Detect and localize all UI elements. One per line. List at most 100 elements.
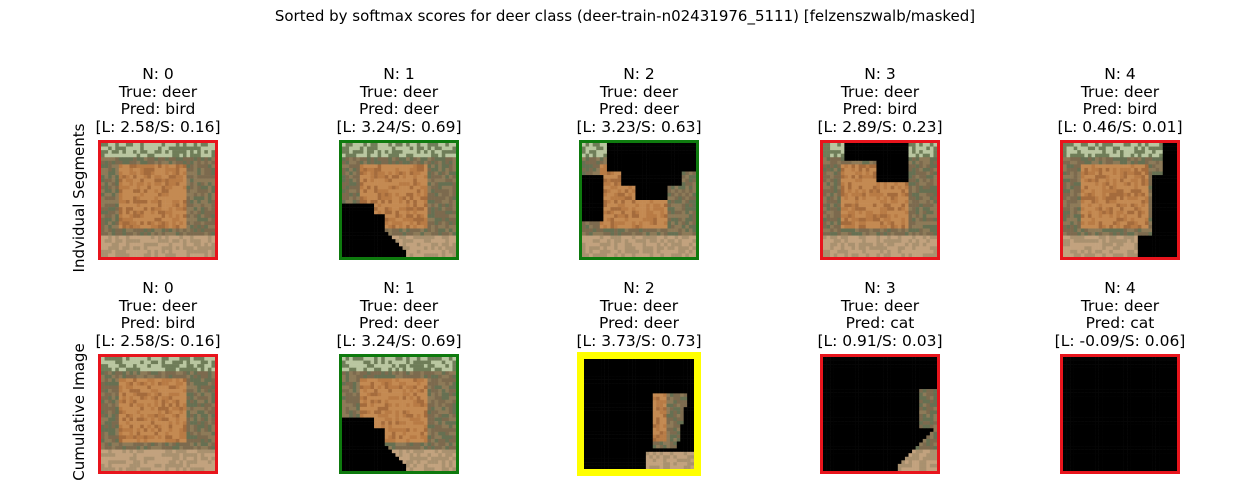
pixel bbox=[840, 146, 845, 151]
pixel bbox=[1127, 200, 1131, 204]
pixel bbox=[1152, 150, 1156, 154]
pixel bbox=[122, 217, 127, 222]
pixel bbox=[423, 171, 428, 176]
pixel bbox=[190, 235, 194, 240]
pixel bbox=[596, 175, 601, 179]
pixel bbox=[890, 196, 895, 201]
pixel bbox=[391, 228, 396, 233]
pixel bbox=[692, 214, 696, 219]
pixel bbox=[399, 175, 403, 179]
pixel bbox=[413, 242, 418, 247]
pixel bbox=[840, 185, 845, 190]
pixel bbox=[642, 235, 647, 240]
pixel bbox=[133, 239, 137, 244]
pixel bbox=[862, 143, 867, 147]
pixel bbox=[639, 210, 643, 215]
pixel bbox=[922, 242, 927, 247]
pixel bbox=[370, 210, 375, 215]
pixel bbox=[118, 228, 123, 233]
pixel bbox=[646, 221, 650, 226]
pixel bbox=[585, 217, 590, 222]
pixel bbox=[1063, 160, 1067, 165]
pixel bbox=[880, 207, 884, 211]
pixel bbox=[111, 189, 116, 194]
pixel bbox=[685, 160, 690, 165]
pixel bbox=[585, 228, 590, 233]
pixel bbox=[869, 214, 874, 219]
pixel bbox=[452, 246, 456, 251]
pixel bbox=[391, 239, 396, 244]
pixel bbox=[897, 217, 902, 222]
pixel bbox=[179, 175, 184, 179]
pixel bbox=[388, 192, 393, 197]
pixel bbox=[1063, 224, 1067, 229]
pixel bbox=[427, 171, 432, 176]
pixel bbox=[108, 210, 112, 215]
pixel bbox=[1102, 200, 1107, 204]
pixel bbox=[197, 189, 202, 194]
pixel bbox=[635, 253, 640, 257]
pixel bbox=[118, 207, 123, 211]
pixel bbox=[865, 164, 870, 169]
pixel bbox=[406, 175, 410, 179]
pixel bbox=[175, 246, 180, 251]
pixel bbox=[200, 217, 205, 222]
pixel bbox=[887, 178, 891, 183]
pixel bbox=[855, 214, 859, 219]
pixel bbox=[582, 185, 586, 190]
pixel bbox=[671, 178, 675, 183]
pixel bbox=[1091, 207, 1096, 211]
pixel bbox=[179, 164, 184, 169]
pixel bbox=[908, 185, 913, 190]
pixel bbox=[929, 228, 934, 233]
pixel bbox=[823, 157, 827, 162]
pixel bbox=[366, 171, 371, 176]
pixel bbox=[1084, 196, 1089, 201]
pixel bbox=[897, 210, 902, 215]
pixel bbox=[377, 175, 382, 179]
pixel bbox=[847, 246, 852, 251]
pixel bbox=[621, 217, 626, 222]
pixel bbox=[897, 175, 902, 179]
pixel bbox=[111, 235, 116, 240]
pixel bbox=[933, 178, 937, 183]
pixel bbox=[101, 167, 105, 172]
pixel bbox=[1169, 232, 1174, 236]
pixel bbox=[592, 150, 597, 154]
pixel bbox=[1109, 196, 1114, 201]
pixel bbox=[585, 178, 590, 183]
pixel bbox=[377, 242, 382, 247]
pixel bbox=[1098, 189, 1103, 194]
pixel bbox=[370, 143, 375, 147]
pixel bbox=[649, 150, 654, 154]
pixel bbox=[395, 189, 400, 194]
pixel bbox=[115, 157, 120, 162]
pixel bbox=[656, 167, 661, 172]
pixel bbox=[823, 224, 827, 229]
pixel bbox=[685, 167, 690, 172]
pixel bbox=[416, 164, 421, 169]
pixel bbox=[596, 192, 601, 197]
pixel bbox=[445, 153, 450, 158]
pixel bbox=[423, 200, 428, 204]
pixel bbox=[158, 189, 162, 194]
pixel bbox=[894, 232, 899, 236]
pixel bbox=[610, 253, 615, 257]
pixel bbox=[880, 210, 884, 215]
pixel bbox=[1123, 164, 1128, 169]
pixel bbox=[179, 178, 184, 183]
pixel bbox=[438, 214, 443, 219]
pixel bbox=[147, 214, 152, 219]
pixel bbox=[406, 196, 410, 201]
pixel bbox=[869, 171, 874, 176]
pixel bbox=[445, 235, 450, 240]
pixel bbox=[1144, 160, 1149, 165]
pixel bbox=[1098, 196, 1103, 201]
pixel bbox=[823, 189, 827, 194]
pixel bbox=[1063, 192, 1067, 197]
pixel bbox=[589, 246, 593, 251]
pixel bbox=[200, 196, 205, 201]
pixel bbox=[678, 196, 683, 201]
pixel bbox=[1123, 214, 1128, 219]
pixel bbox=[904, 189, 909, 194]
